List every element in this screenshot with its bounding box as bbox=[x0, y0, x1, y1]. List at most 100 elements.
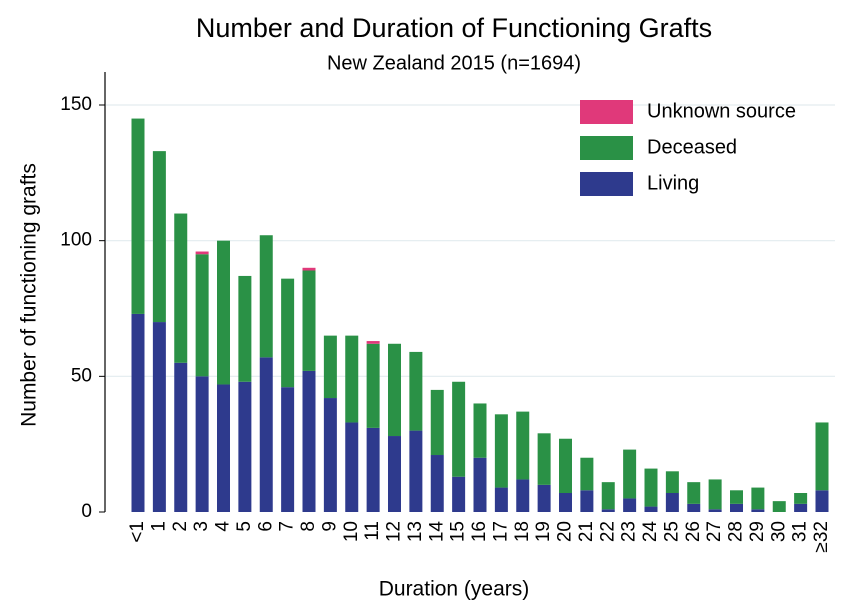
x-tick-label: 16 bbox=[469, 521, 490, 542]
x-tick-label: 8 bbox=[298, 521, 319, 532]
bar-segment bbox=[430, 389, 444, 456]
bar-segment bbox=[302, 370, 316, 512]
bar-segment bbox=[152, 151, 166, 323]
x-tick-label: 15 bbox=[448, 521, 469, 542]
bar-segment bbox=[195, 376, 209, 512]
x-tick-label: 2 bbox=[170, 521, 191, 532]
bar-segment bbox=[559, 493, 572, 512]
bar-segment bbox=[580, 490, 594, 512]
bar-segment bbox=[794, 503, 808, 512]
bar-segment bbox=[238, 381, 252, 512]
bar-segment bbox=[217, 240, 230, 385]
bar-segment bbox=[751, 487, 765, 510]
x-tick-label: 17 bbox=[490, 521, 511, 542]
bar-segment bbox=[494, 414, 508, 488]
bar-segment bbox=[281, 387, 295, 512]
bar-segment bbox=[644, 506, 658, 512]
bar-segment bbox=[409, 351, 423, 431]
x-tick-label: <1 bbox=[127, 521, 148, 543]
bar-segment bbox=[259, 235, 273, 358]
x-tick-label: 27 bbox=[704, 521, 725, 542]
x-tick-label: 9 bbox=[319, 521, 340, 532]
bar-segment bbox=[131, 118, 145, 314]
bar-segment bbox=[430, 455, 444, 512]
legend-label: Deceased bbox=[647, 136, 737, 158]
bar-segment bbox=[559, 438, 572, 494]
bar-segment bbox=[644, 468, 658, 507]
x-tick-label: 5 bbox=[234, 521, 255, 532]
bar-segment bbox=[345, 422, 359, 512]
y-tick-label: 50 bbox=[71, 365, 92, 386]
x-tick-label: 10 bbox=[341, 521, 362, 542]
bar-segment bbox=[665, 471, 679, 494]
bar-segment bbox=[687, 503, 701, 512]
x-tick-label: 21 bbox=[576, 521, 597, 542]
bar-segment bbox=[323, 335, 337, 399]
bar-segment bbox=[794, 493, 808, 504]
y-tick-label: 100 bbox=[60, 230, 92, 251]
x-tick-label: 26 bbox=[683, 521, 704, 542]
legend-label: Living bbox=[647, 172, 699, 194]
x-tick-label: 30 bbox=[768, 521, 789, 542]
bar-segment bbox=[473, 457, 487, 512]
bar-segment bbox=[452, 381, 466, 477]
bar-segment bbox=[409, 430, 423, 512]
bar-segment bbox=[623, 498, 637, 512]
x-axis-label: Duration (years) bbox=[379, 578, 530, 601]
bar-segment bbox=[174, 213, 188, 363]
bar-segment bbox=[238, 275, 252, 382]
bar-segment bbox=[815, 422, 829, 491]
bar-segment bbox=[195, 254, 209, 377]
bar-segment bbox=[815, 490, 829, 512]
bar-segment bbox=[730, 490, 743, 504]
chart-title: Number and Duration of Functioning Graft… bbox=[196, 13, 712, 43]
bar-segment bbox=[708, 509, 722, 512]
x-tick-label: 31 bbox=[790, 521, 811, 542]
bar-segment bbox=[323, 398, 337, 512]
x-tick-label: 28 bbox=[726, 521, 747, 542]
bar-segment bbox=[665, 493, 679, 512]
bar-segment bbox=[687, 482, 701, 504]
bar-segment bbox=[388, 343, 401, 437]
bar-segment bbox=[302, 267, 316, 271]
chart-subtitle: New Zealand 2015 (n=1694) bbox=[327, 52, 581, 74]
bar-segment bbox=[751, 509, 765, 512]
bar-segment bbox=[601, 482, 615, 510]
bar-segment bbox=[366, 343, 380, 428]
x-tick-label: 18 bbox=[512, 521, 533, 542]
x-tick-label: 25 bbox=[661, 521, 682, 542]
bar-segment bbox=[601, 509, 615, 512]
x-tick-label: 3 bbox=[191, 521, 212, 532]
x-tick-label: 14 bbox=[426, 521, 447, 543]
bar-segment bbox=[345, 335, 359, 423]
bar-segment bbox=[217, 384, 230, 512]
x-tick-label: 1 bbox=[148, 521, 169, 532]
legend-label: Unknown source bbox=[647, 100, 796, 122]
bar-segment bbox=[152, 322, 166, 512]
bar-segment bbox=[494, 487, 508, 512]
bar-segment bbox=[281, 278, 295, 388]
x-tick-label: 29 bbox=[747, 521, 768, 542]
bar-segment bbox=[537, 484, 551, 512]
x-tick-label: 19 bbox=[533, 521, 554, 542]
bar-segment bbox=[473, 403, 487, 458]
y-tick-label: 0 bbox=[81, 501, 92, 522]
bar-segment bbox=[195, 251, 209, 255]
bar-segment bbox=[259, 357, 273, 512]
x-tick-label: 20 bbox=[555, 521, 576, 542]
bar-segment bbox=[174, 362, 188, 512]
legend-swatch bbox=[580, 100, 633, 124]
bar-segment bbox=[131, 313, 145, 512]
bar-segment bbox=[623, 449, 637, 499]
bar-segment bbox=[516, 479, 530, 512]
x-tick-label: 4 bbox=[213, 521, 234, 532]
bar-segment bbox=[580, 457, 594, 491]
x-tick-label: 22 bbox=[597, 521, 618, 542]
x-tick-label: ≥32 bbox=[811, 521, 832, 553]
bar-segment bbox=[537, 433, 551, 485]
x-tick-label: 7 bbox=[277, 521, 298, 532]
bar-segment bbox=[452, 476, 466, 512]
x-tick-label: 23 bbox=[619, 521, 640, 542]
x-tick-label: 11 bbox=[362, 521, 383, 541]
